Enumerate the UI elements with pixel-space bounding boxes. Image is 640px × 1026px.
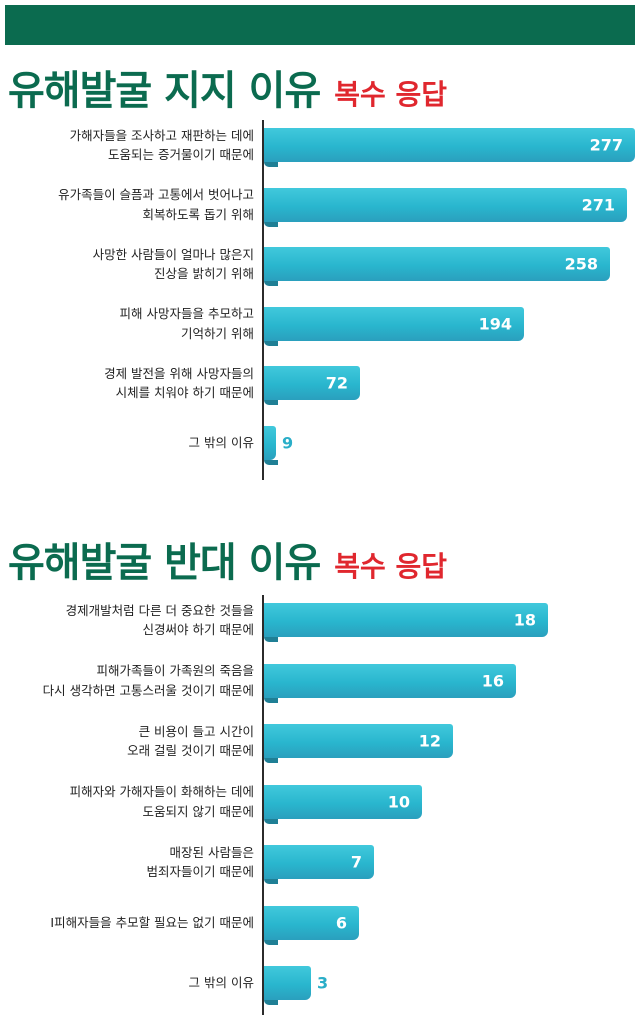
oppose-bar	[264, 966, 311, 1005]
section-title-support: 유해발굴 지지 이유 복수 응답	[8, 58, 447, 116]
oppose-value-label: 16	[481, 671, 504, 690]
oppose-bar: 10	[264, 784, 422, 824]
support-bar-row: 피해 사망자들을 추모하고 기억하기 위해 194	[0, 306, 640, 346]
oppose-category-label: 그 밖의 이유	[188, 975, 254, 991]
oppose-category-label: 피해자와 가해자들이 화해하는 데에 도움되지 않기 때문에	[69, 784, 254, 819]
oppose-value-label: 7	[350, 852, 362, 872]
oppose-value-label: 6	[335, 913, 347, 932]
support-category-label: 가해자들을 조사하고 재판하는 데에 도움되는 증거물이기 때문에	[69, 127, 254, 162]
oppose-value-label: 3	[317, 973, 329, 993]
support-chart-axis	[262, 120, 264, 480]
oppose-bar-row: I피해자들을 추모할 필요는 없기 때문에 6	[0, 905, 640, 945]
oppose-bar-row: 피해자와 가해자들이 화해하는 데에 도움되지 않기 때문에 10	[0, 784, 640, 824]
support-bar: 277	[264, 128, 635, 167]
support-value-label: 271	[581, 195, 615, 214]
support-category-label: 사망한 사람들이 얼마나 많은지 진상을 밝히기 위해	[92, 246, 254, 281]
support-category-label: 피해 사망자들을 추모하고 기억하기 위해	[119, 306, 254, 341]
support-category-label: 유가족들이 슬픔과 고통에서 벗어나고 회복하도록 돕기 위해	[58, 187, 254, 222]
support-bar-row: 그 밖의 이유 9	[0, 425, 640, 465]
oppose-bar: 18	[264, 603, 548, 642]
oppose-bar-row: 큰 비용이 들고 시간이 오래 걸릴 것이기 때문에 12	[0, 723, 640, 763]
support-bar-row: 가해자들을 조사하고 재판하는 데에 도움되는 증거물이기 때문에 277	[0, 127, 640, 167]
support-bar-row: 경제 발전을 위해 사망자들의 시체를 치워야 하기 때문에 72	[0, 365, 640, 405]
support-reasons-chart: 가해자들을 조사하고 재판하는 데에 도움되는 증거물이기 때문에 277 유가족들…	[0, 120, 640, 480]
oppose-bar-row: 매장된 사람들은 범죄자들이기 때문에 7	[0, 844, 640, 884]
support-bar: 271	[264, 187, 627, 227]
oppose-bar-row: 경제개발처럼 다른 더 중요한 것들을 신경써야 하기 때문에 18	[0, 602, 640, 642]
oppose-category-label: 큰 비용이 들고 시간이 오래 걸릴 것이기 때문에	[127, 723, 254, 758]
support-value-label: 277	[589, 135, 623, 155]
oppose-category-label: 경제개발처럼 다른 더 중요한 것들을 신경써야 하기 때문에	[65, 602, 254, 637]
oppose-category-label: 매장된 사람들은 범죄자들이기 때문에	[146, 844, 254, 879]
support-bar-row: 유가족들이 슬픔과 고통에서 벗어나고 회복하도록 돕기 위해 271	[0, 187, 640, 227]
oppose-category-label: 피해가족들이 가족원의 죽음을 다시 생각하면 고통스러울 것이기 때문에	[42, 663, 254, 698]
top-banner	[5, 5, 635, 45]
oppose-value-label: 12	[418, 731, 441, 751]
support-value-label: 258	[564, 254, 598, 274]
oppose-bar: 16	[264, 663, 516, 703]
oppose-title: 유해발굴 반대 이유	[8, 540, 321, 586]
oppose-value-label: 18	[513, 610, 536, 630]
oppose-bar-row: 그 밖의 이유 3	[0, 966, 640, 1005]
oppose-reasons-chart: 경제개발처럼 다른 더 중요한 것들을 신경써야 하기 때문에 18 피해가족들이 …	[0, 595, 640, 1015]
support-subtitle: 복수 응답	[334, 78, 448, 111]
oppose-bar: 7	[264, 845, 374, 884]
oppose-bar: 6	[264, 905, 359, 945]
oppose-bar-row: 피해가족들이 가족원의 죽음을 다시 생각하면 고통스러울 것이기 때문에 16	[0, 663, 640, 703]
support-value-label: 9	[282, 433, 294, 452]
oppose-category-label: I피해자들을 추모할 필요는 없기 때문에	[50, 914, 254, 930]
oppose-chart-axis	[262, 595, 264, 1015]
support-category-label: 그 밖의 이유	[188, 434, 254, 450]
support-title: 유해발굴 지지 이유	[8, 68, 321, 114]
support-value-label: 72	[325, 373, 348, 393]
support-bar: 194	[264, 306, 524, 346]
support-category-label: 경제 발전을 위해 사망자들의 시체를 치워야 하기 때문에	[104, 365, 254, 400]
support-bar	[264, 425, 278, 465]
oppose-bar: 12	[264, 724, 453, 763]
support-bar-row: 사망한 사람들이 얼마나 많은지 진상을 밝히기 위해 258	[0, 246, 640, 286]
oppose-value-label: 10	[387, 792, 410, 811]
support-bar: 258	[264, 247, 610, 286]
section-title-oppose: 유해발굴 반대 이유 복수 응답	[8, 530, 447, 588]
support-bar: 72	[264, 366, 360, 405]
support-value-label: 194	[478, 314, 512, 333]
oppose-subtitle: 복수 응답	[334, 550, 448, 583]
